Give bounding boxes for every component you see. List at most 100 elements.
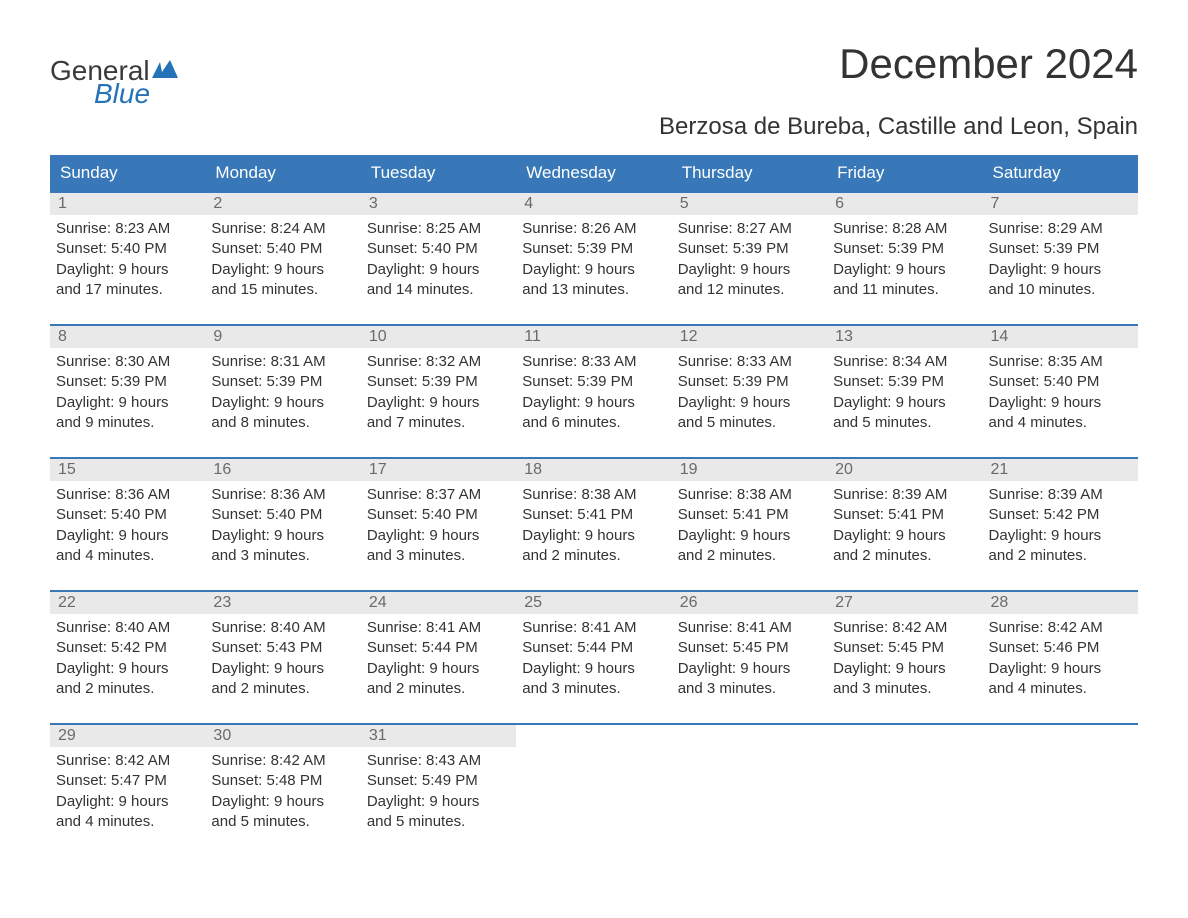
day-line-d1: Daylight: 9 hours — [211, 659, 354, 679]
day-cell: 23Sunrise: 8:40 AMSunset: 5:43 PMDayligh… — [205, 592, 360, 703]
day-line-sunset: Sunset: 5:41 PM — [833, 505, 976, 525]
day-line-sunrise: Sunrise: 8:34 AM — [833, 352, 976, 372]
day-line-d1: Daylight: 9 hours — [56, 792, 199, 812]
day-line-d2: and 5 minutes. — [833, 413, 976, 433]
day-line-d1: Daylight: 9 hours — [678, 393, 821, 413]
day-line-sunset: Sunset: 5:39 PM — [833, 239, 976, 259]
day-number: 31 — [361, 725, 516, 747]
day-line-sunrise: Sunrise: 8:32 AM — [367, 352, 510, 372]
day-line-d1: Daylight: 9 hours — [211, 526, 354, 546]
day-line-sunset: Sunset: 5:39 PM — [833, 372, 976, 392]
day-number: 17 — [361, 459, 516, 481]
day-line-d1: Daylight: 9 hours — [678, 260, 821, 280]
day-line-d2: and 2 minutes. — [833, 546, 976, 566]
day-cell: 13Sunrise: 8:34 AMSunset: 5:39 PMDayligh… — [827, 326, 982, 437]
day-number — [983, 725, 1138, 747]
day-line-d2: and 8 minutes. — [211, 413, 354, 433]
day-line-d2: and 4 minutes. — [56, 812, 199, 832]
day-number: 22 — [50, 592, 205, 614]
day-line-sunrise: Sunrise: 8:38 AM — [522, 485, 665, 505]
day-line-sunrise: Sunrise: 8:42 AM — [989, 618, 1132, 638]
day-cell: 31Sunrise: 8:43 AMSunset: 5:49 PMDayligh… — [361, 725, 516, 836]
day-line-d1: Daylight: 9 hours — [56, 260, 199, 280]
day-content: Sunrise: 8:42 AMSunset: 5:47 PMDaylight:… — [50, 747, 205, 836]
day-content: Sunrise: 8:32 AMSunset: 5:39 PMDaylight:… — [361, 348, 516, 437]
day-line-d1: Daylight: 9 hours — [833, 659, 976, 679]
day-content: Sunrise: 8:23 AMSunset: 5:40 PMDaylight:… — [50, 215, 205, 304]
day-content: Sunrise: 8:25 AMSunset: 5:40 PMDaylight:… — [361, 215, 516, 304]
day-line-sunset: Sunset: 5:42 PM — [989, 505, 1132, 525]
day-header-monday: Monday — [205, 155, 360, 191]
day-number: 16 — [205, 459, 360, 481]
day-line-d1: Daylight: 9 hours — [56, 393, 199, 413]
day-line-sunrise: Sunrise: 8:41 AM — [522, 618, 665, 638]
day-line-d2: and 3 minutes. — [522, 679, 665, 699]
week-row: 29Sunrise: 8:42 AMSunset: 5:47 PMDayligh… — [50, 723, 1138, 836]
day-line-d2: and 3 minutes. — [678, 679, 821, 699]
day-content: Sunrise: 8:27 AMSunset: 5:39 PMDaylight:… — [672, 215, 827, 304]
day-cell: 29Sunrise: 8:42 AMSunset: 5:47 PMDayligh… — [50, 725, 205, 836]
day-line-d1: Daylight: 9 hours — [678, 659, 821, 679]
day-content: Sunrise: 8:40 AMSunset: 5:43 PMDaylight:… — [205, 614, 360, 703]
day-number: 24 — [361, 592, 516, 614]
day-number: 8 — [50, 326, 205, 348]
day-content: Sunrise: 8:33 AMSunset: 5:39 PMDaylight:… — [516, 348, 671, 437]
day-cell: 17 Sunrise: 8:37 AMSunset: 5:40 PMDayligh… — [361, 459, 516, 570]
day-line-sunset: Sunset: 5:39 PM — [678, 372, 821, 392]
day-number: 7 — [983, 193, 1138, 215]
day-header-wednesday: Wednesday — [516, 155, 671, 191]
day-number: 14 — [983, 326, 1138, 348]
day-content: Sunrise: 8:29 AMSunset: 5:39 PMDaylight:… — [983, 215, 1138, 304]
day-line-d2: and 3 minutes. — [211, 546, 354, 566]
day-number: 5 — [672, 193, 827, 215]
day-line-d1: Daylight: 9 hours — [522, 260, 665, 280]
day-line-d1: Daylight: 9 hours — [367, 526, 510, 546]
day-line-sunrise: Sunrise: 8:30 AM — [56, 352, 199, 372]
day-line-d1: Daylight: 9 hours — [833, 393, 976, 413]
day-line-d2: and 14 minutes. — [367, 280, 510, 300]
day-line-d1: Daylight: 9 hours — [522, 526, 665, 546]
day-cell — [672, 725, 827, 836]
day-line-sunset: Sunset: 5:44 PM — [522, 638, 665, 658]
calendar: SundayMondayTuesdayWednesdayThursdayFrid… — [50, 155, 1138, 836]
day-content: Sunrise: 8:41 AMSunset: 5:44 PMDaylight:… — [516, 614, 671, 703]
day-cell: 16Sunrise: 8:36 AMSunset: 5:40 PMDayligh… — [205, 459, 360, 570]
day-line-sunrise: Sunrise: 8:40 AM — [56, 618, 199, 638]
day-cell: 26Sunrise: 8:41 AMSunset: 5:45 PMDayligh… — [672, 592, 827, 703]
day-line-sunrise: Sunrise: 8:41 AM — [367, 618, 510, 638]
day-line-sunset: Sunset: 5:40 PM — [367, 505, 510, 525]
day-number: 26 — [672, 592, 827, 614]
day-line-d2: and 11 minutes. — [833, 280, 976, 300]
day-line-d1: Daylight: 9 hours — [989, 393, 1132, 413]
day-cell: 10Sunrise: 8:32 AMSunset: 5:39 PMDayligh… — [361, 326, 516, 437]
day-line-d2: and 13 minutes. — [522, 280, 665, 300]
day-content: Sunrise: 8:39 AMSunset: 5:42 PMDaylight:… — [983, 481, 1138, 570]
day-cell: 3Sunrise: 8:25 AMSunset: 5:40 PMDaylight… — [361, 193, 516, 304]
day-line-sunrise: Sunrise: 8:39 AM — [833, 485, 976, 505]
day-line-d2: and 4 minutes. — [989, 679, 1132, 699]
day-line-d2: and 3 minutes. — [367, 546, 510, 566]
day-header-thursday: Thursday — [672, 155, 827, 191]
day-line-d1: Daylight: 9 hours — [56, 526, 199, 546]
day-cell: 6Sunrise: 8:28 AMSunset: 5:39 PMDaylight… — [827, 193, 982, 304]
day-content: Sunrise: 8:24 AMSunset: 5:40 PMDaylight:… — [205, 215, 360, 304]
day-line-d2: and 3 minutes. — [833, 679, 976, 699]
day-line-d2: and 17 minutes. — [56, 280, 199, 300]
day-content: Sunrise: 8:36 AMSunset: 5:40 PMDaylight:… — [50, 481, 205, 570]
day-line-sunset: Sunset: 5:40 PM — [211, 239, 354, 259]
day-line-sunset: Sunset: 5:39 PM — [522, 239, 665, 259]
day-line-sunrise: Sunrise: 8:33 AM — [522, 352, 665, 372]
day-number: 15 — [50, 459, 205, 481]
week-row: 1Sunrise: 8:23 AMSunset: 5:40 PMDaylight… — [50, 191, 1138, 304]
day-cell: 18Sunrise: 8:38 AMSunset: 5:41 PMDayligh… — [516, 459, 671, 570]
day-cell: 7Sunrise: 8:29 AMSunset: 5:39 PMDaylight… — [983, 193, 1138, 304]
day-number — [827, 725, 982, 747]
day-line-sunset: Sunset: 5:40 PM — [989, 372, 1132, 392]
day-line-sunrise: Sunrise: 8:27 AM — [678, 219, 821, 239]
day-line-sunrise: Sunrise: 8:37 AM — [367, 485, 510, 505]
day-line-sunset: Sunset: 5:40 PM — [211, 505, 354, 525]
day-number: 19 — [672, 459, 827, 481]
day-line-d2: and 4 minutes. — [56, 546, 199, 566]
day-line-sunrise: Sunrise: 8:29 AM — [989, 219, 1132, 239]
day-number — [672, 725, 827, 747]
